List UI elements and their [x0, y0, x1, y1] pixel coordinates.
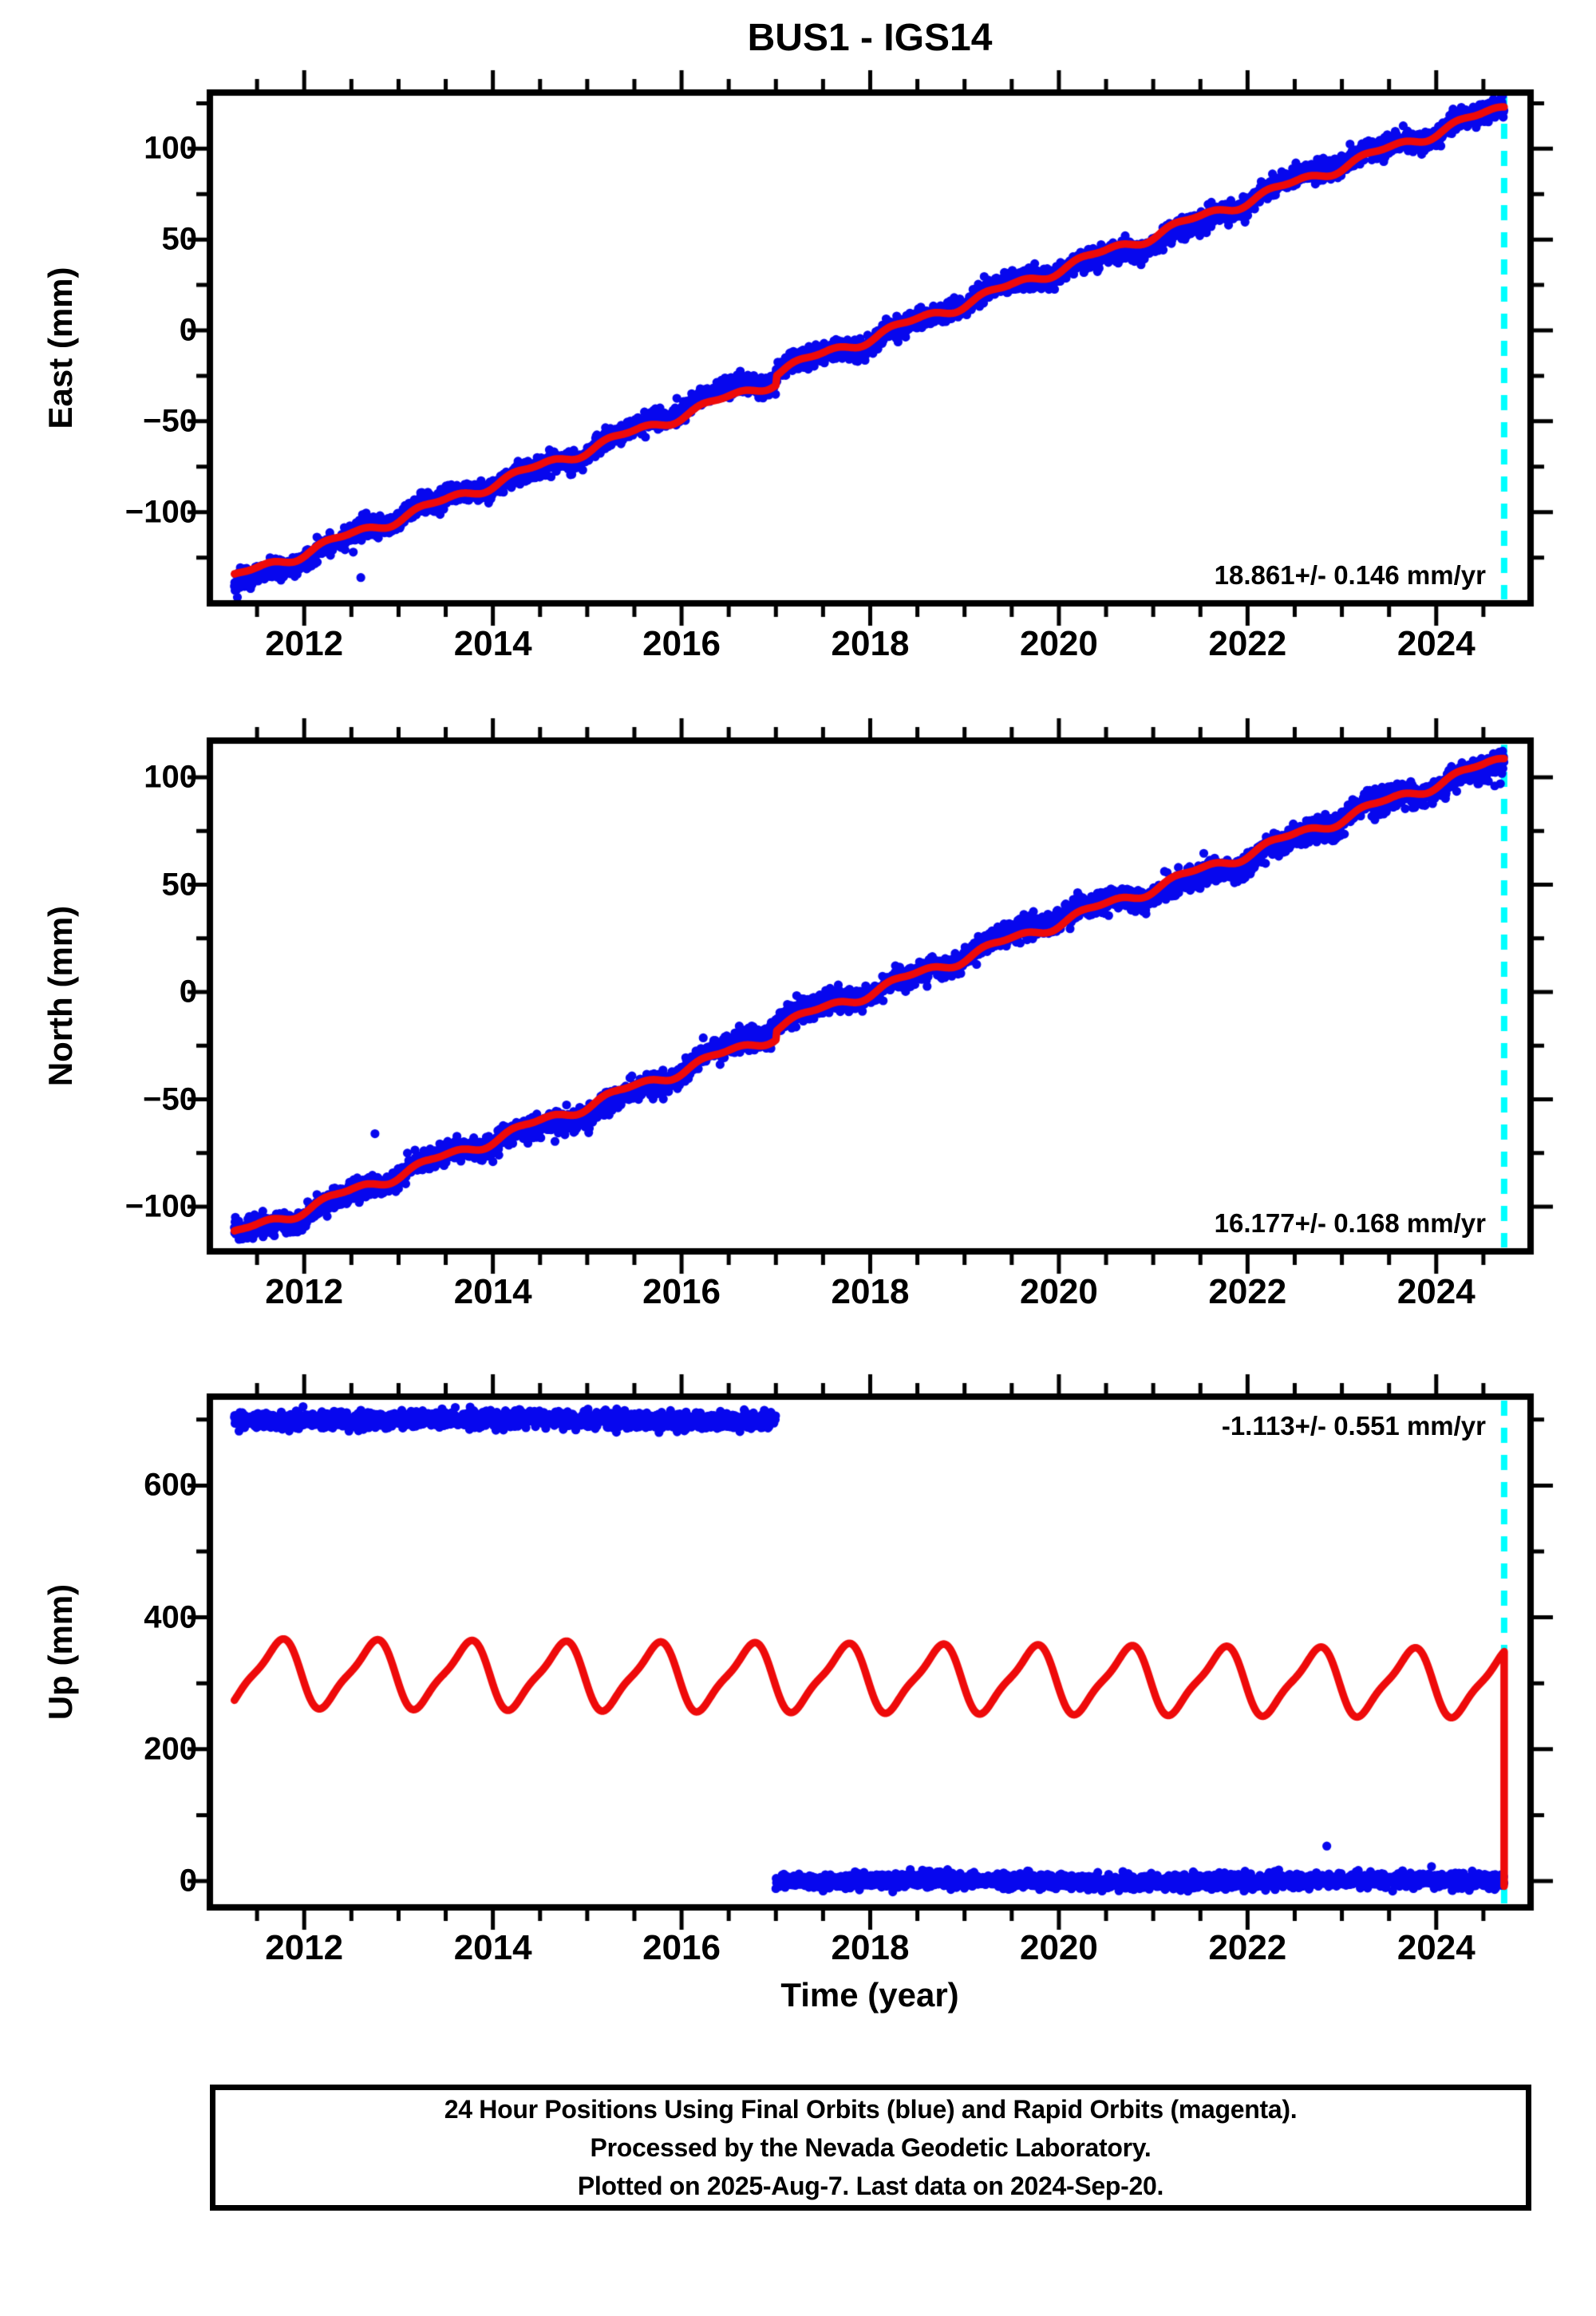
rate-annotation-east: 18.861+/- 0.146 mm/yr [1214, 560, 1486, 590]
figure-title: BUS1 - IGS14 [747, 17, 993, 59]
x-tick-label: 2020 [1019, 1928, 1098, 1967]
x-tick-label: 2014 [453, 624, 532, 663]
y-tick-label: 50 [161, 867, 198, 902]
y-axis-label-north: North (mm) [41, 905, 79, 1087]
y-tick-label: −50 [143, 403, 197, 439]
y-tick-label: 0 [179, 974, 197, 1010]
x-tick-label: 2016 [642, 1272, 721, 1311]
y-tick-label: −100 [124, 1188, 197, 1224]
x-tick-label: 2014 [453, 1272, 532, 1311]
y-axis-label-up: Up (mm) [41, 1583, 79, 1721]
y-tick-label: 400 [144, 1599, 197, 1635]
x-tick-label: 2018 [831, 1928, 910, 1967]
x-tick-label: 2020 [1019, 624, 1098, 663]
footer-box: 24 Hour Positions Using Final Orbits (bl… [210, 2085, 1531, 2211]
x-tick-label: 2020 [1019, 1272, 1098, 1311]
y-axis-label-east: East (mm) [41, 267, 79, 429]
y-tick-label: −100 [124, 494, 197, 530]
x-tick-label: 2022 [1208, 1272, 1287, 1311]
x-tick-label: 2016 [642, 624, 721, 663]
x-tick-label: 2018 [831, 624, 910, 663]
y-tick-label: 100 [144, 759, 197, 795]
x-tick-label: 2022 [1208, 1928, 1287, 1967]
y-tick-label: 0 [179, 312, 197, 348]
footer-line-2: Processed by the Nevada Geodetic Laborat… [590, 2133, 1152, 2162]
x-axis-title: Time (year) [780, 1976, 959, 2014]
y-tick-label: 100 [144, 130, 197, 166]
rate-annotation-north: 16.177+/- 0.168 mm/yr [1214, 1208, 1486, 1238]
y-tick-label: 0 [179, 1863, 197, 1899]
x-tick-label: 2024 [1396, 1272, 1476, 1311]
footer-line-3: Plotted on 2025-Aug-7. Last data on 2024… [577, 2172, 1164, 2200]
x-tick-label: 2012 [265, 624, 344, 663]
y-tick-label: −50 [143, 1081, 197, 1117]
x-tick-label: 2016 [642, 1928, 721, 1967]
y-tick-label: 50 [161, 221, 198, 257]
x-tick-label: 2024 [1396, 624, 1476, 663]
x-tick-label: 2012 [265, 1272, 344, 1311]
x-tick-label: 2024 [1396, 1928, 1476, 1967]
x-tick-label: 2022 [1208, 624, 1287, 663]
rate-annotation-up: -1.113+/- 0.551 mm/yr [1221, 1411, 1486, 1441]
y-tick-label: 200 [144, 1731, 197, 1767]
footer-line-1: 24 Hour Positions Using Final Orbits (bl… [444, 2095, 1298, 2124]
y-tick-label: 600 [144, 1467, 197, 1503]
x-tick-label: 2018 [831, 1272, 910, 1311]
x-tick-label: 2014 [453, 1928, 532, 1967]
x-tick-label: 2012 [265, 1928, 344, 1967]
